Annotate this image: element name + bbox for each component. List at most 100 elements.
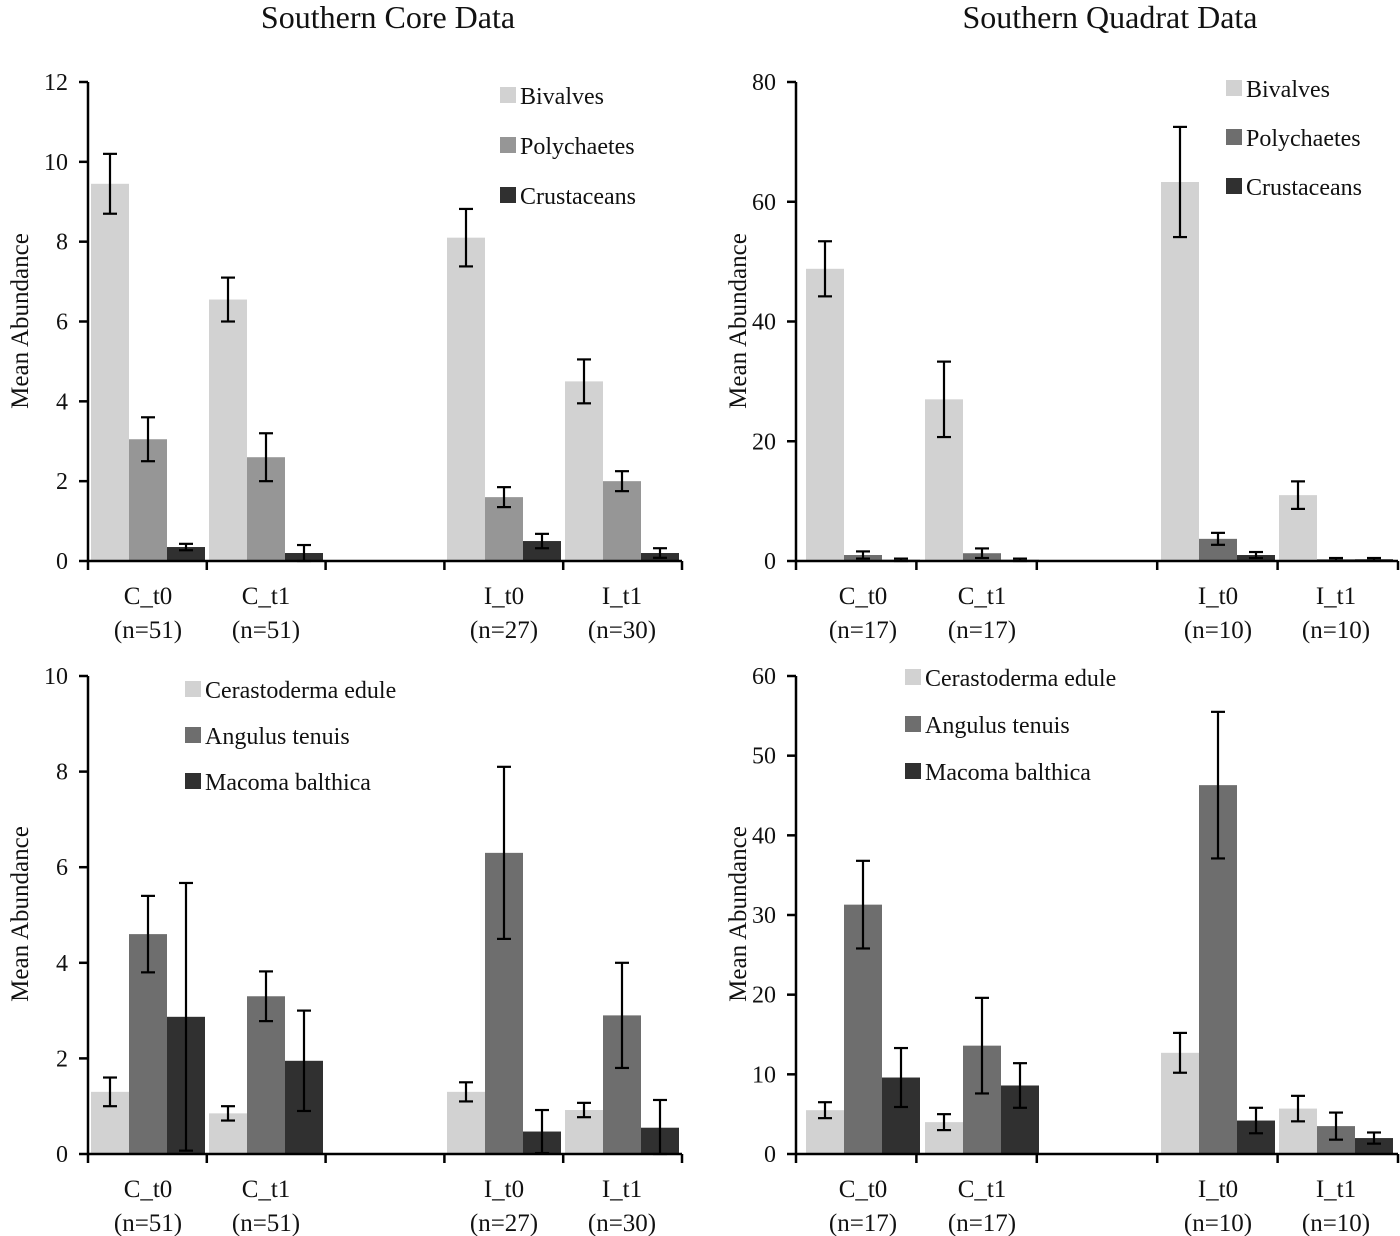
y-tick-label: 40	[752, 310, 776, 336]
error-bar	[856, 550, 870, 560]
x-tick-label: I_t1	[1316, 583, 1356, 610]
y-tick-label: 20	[752, 429, 776, 455]
y-tick-label: 60	[752, 190, 776, 216]
error-bar	[653, 547, 667, 559]
x-tick-label: I_t0	[1198, 1176, 1238, 1203]
error-bar	[1329, 1111, 1343, 1141]
legend: Cerastoderma edule Angulus tenuis Macoma b…	[905, 666, 1116, 786]
x-tick-sample-size: (n=17)	[948, 617, 1016, 644]
error-bar	[297, 1009, 311, 1113]
y-axis-label: Mean Abundance	[725, 233, 752, 409]
legend-swatch	[185, 727, 201, 743]
legend: Bivalves Polychaetes Crustaceans	[500, 84, 636, 210]
x-tick-label: C_t1	[958, 583, 1007, 610]
error-bar	[1291, 480, 1305, 511]
y-axis-label: Mean Abundance	[725, 826, 752, 1002]
y-tick-label: 40	[752, 823, 776, 849]
y-axis-label: Mean Abundance	[7, 233, 34, 409]
legend-swatch	[905, 763, 921, 779]
legend-swatch	[500, 137, 516, 153]
legend-swatch	[905, 716, 921, 732]
error-bar	[141, 416, 155, 463]
y-tick-label: 30	[752, 903, 776, 929]
y-tick-label: 8	[56, 760, 68, 786]
error-bar	[179, 542, 193, 552]
chart-panel-1: Southern Core Data Mean Abundance 0 2 4 6 8 10 1…	[7, 0, 684, 644]
x-tick-sample-size: (n=30)	[588, 1210, 656, 1236]
y-tick-label: 4	[56, 951, 68, 977]
error-bar	[975, 547, 989, 560]
bar-bivalves-I_t1	[565, 381, 603, 561]
error-bar	[818, 240, 832, 298]
bar-polychaetes-I_t0	[1199, 538, 1237, 561]
error-bar	[1367, 1131, 1381, 1145]
legend-swatch	[1226, 178, 1242, 194]
legend-swatch	[1226, 80, 1242, 96]
error-bar	[1291, 1094, 1305, 1123]
error-bar	[103, 152, 117, 215]
x-tick-sample-size: (n=10)	[1184, 617, 1252, 644]
y-tick-label: 2	[56, 469, 68, 495]
legend-swatch	[500, 87, 516, 103]
x-tick-sample-size: (n=30)	[588, 617, 656, 644]
legend-label: Crustaceans	[1246, 175, 1362, 201]
y-tick-label: 8	[56, 230, 68, 256]
y-tick-label: 0	[764, 1142, 776, 1168]
x-tick-label: C_t0	[839, 1176, 888, 1203]
x-tick-label: I_t1	[602, 1176, 642, 1203]
x-tick-label: I_t1	[1316, 1176, 1356, 1203]
y-tick-label: 0	[56, 1142, 68, 1168]
legend-swatch	[500, 187, 516, 203]
x-tick-sample-size: (n=10)	[1184, 1210, 1252, 1236]
x-tick-sample-size: (n=17)	[829, 1210, 897, 1236]
x-tick-label: I_t0	[484, 1176, 524, 1203]
x-tick-label: I_t0	[1198, 583, 1238, 610]
legend-swatch	[185, 681, 201, 697]
x-tick-sample-size: (n=27)	[470, 1210, 538, 1236]
x-tick-sample-size: (n=17)	[948, 1210, 1016, 1236]
error-bar	[221, 276, 235, 323]
y-tick-label: 50	[752, 744, 776, 770]
error-bar	[103, 1076, 117, 1108]
y-tick-label: 6	[56, 310, 68, 336]
bar-angulus-tenuis-C_t1	[247, 996, 285, 1154]
error-bar	[615, 470, 629, 493]
chart-title: Southern Core Data	[261, 0, 515, 35]
legend-label: Bivalves	[520, 84, 604, 110]
error-bar	[1249, 550, 1263, 560]
legend-label: Polychaetes	[520, 134, 635, 160]
bar-bivalves-C_t1	[209, 299, 247, 561]
bar-polychaetes-I_t1	[603, 481, 641, 561]
y-tick-label: 80	[752, 70, 776, 96]
chart-panel-2: Southern Quadrat Data Mean Abundance 0 20 40…	[725, 0, 1400, 644]
error-bar	[615, 961, 629, 1070]
error-bar	[141, 894, 155, 974]
y-tick-label: 2	[56, 1046, 68, 1072]
y-tick-label: 0	[764, 549, 776, 575]
y-tick-label: 10	[44, 664, 68, 690]
error-bar	[1211, 710, 1225, 860]
error-bar	[1211, 531, 1225, 546]
error-bar	[459, 1081, 473, 1103]
x-tick-label: C_t0	[124, 583, 173, 610]
legend-swatch	[1226, 129, 1242, 145]
error-bar	[894, 1046, 908, 1109]
y-tick-label: 10	[752, 1062, 776, 1088]
bar-bivalves-I_t0	[447, 237, 485, 562]
bar-crustaceans-C_t0	[167, 547, 205, 561]
x-tick-label: C_t0	[124, 1176, 173, 1203]
error-bar	[259, 970, 273, 1023]
x-tick-label: I_t1	[602, 583, 642, 610]
legend-label: Crustaceans	[520, 184, 636, 210]
legend-label: Angulus tenuis	[925, 713, 1070, 739]
bar-bivalves-C_t0	[91, 183, 129, 561]
y-tick-label: 0	[56, 549, 68, 575]
error-bar	[975, 996, 989, 1095]
x-tick-sample-size: (n=51)	[114, 1210, 182, 1236]
y-tick-label: 12	[44, 70, 68, 96]
legend-label: Cerastoderma edule	[925, 666, 1116, 692]
legend-label: Macoma balthica	[205, 770, 371, 796]
error-bar	[818, 1101, 832, 1120]
error-bar	[1013, 1062, 1027, 1109]
